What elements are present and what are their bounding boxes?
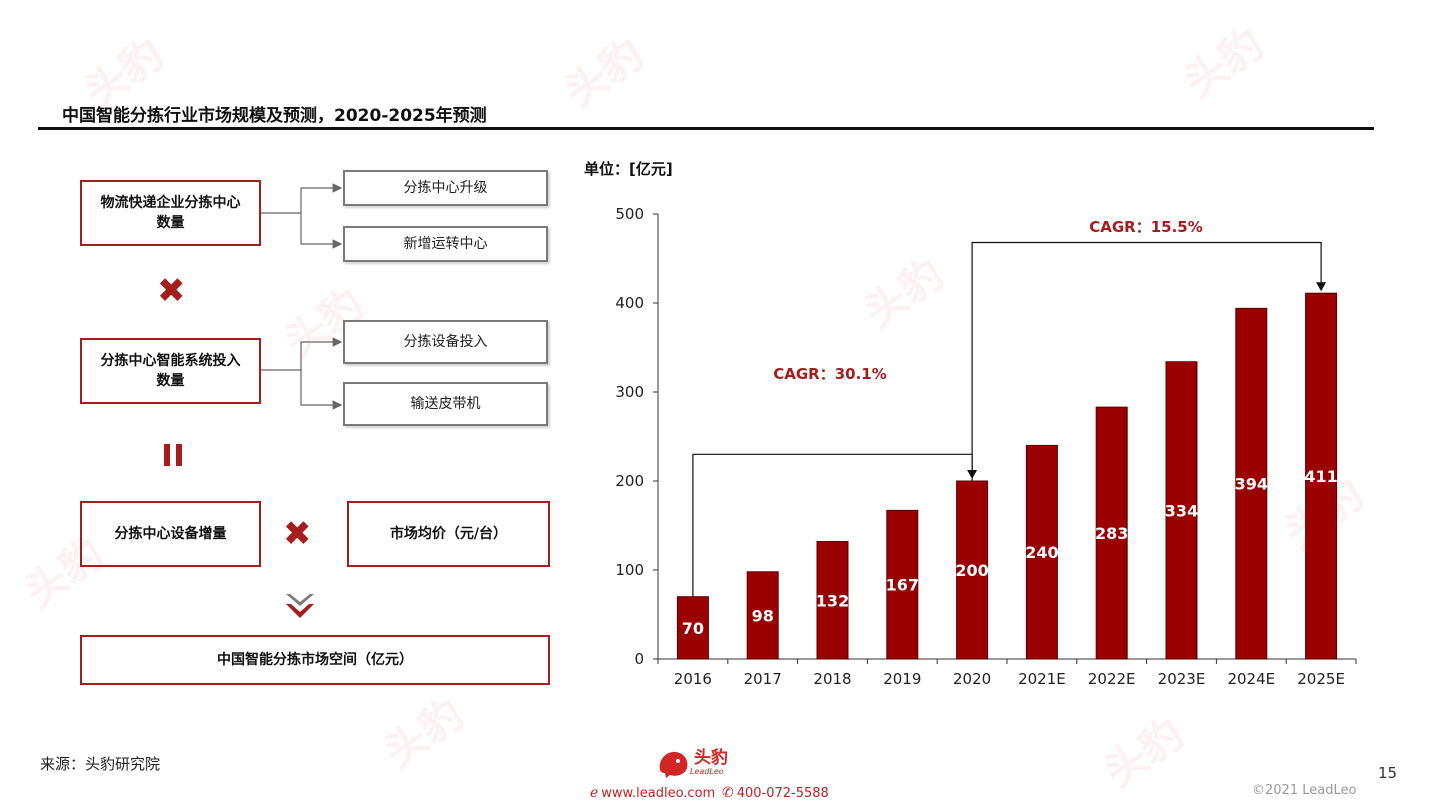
- market-space-box: 中国智能分拣市场空间（亿元）: [80, 635, 550, 685]
- bar: [746, 571, 779, 660]
- x-tick-label: 2016: [674, 670, 712, 688]
- logo-text: 头豹: [694, 748, 728, 768]
- bar: [1165, 361, 1198, 660]
- equals-icon: [164, 444, 182, 466]
- multiply-icon: ✖: [157, 271, 186, 311]
- market-avg-price-box: 市场均价（元/台）: [347, 501, 550, 567]
- cagr-arrowhead: [1316, 282, 1327, 292]
- market-avg-price-label: 市场均价（元/台）: [389, 526, 508, 542]
- page-number: 15: [1378, 764, 1398, 782]
- y-tick-label: 100: [615, 561, 644, 579]
- conveyor-belt-label: 输送皮带机: [410, 396, 481, 412]
- data-label: 98: [752, 606, 774, 625]
- data-label: 240: [1025, 543, 1058, 562]
- y-tick-label: 400: [615, 294, 644, 312]
- x-tick-label: 2024E: [1227, 670, 1275, 688]
- x-tick-label: 2022E: [1088, 670, 1136, 688]
- center-upgrade-label: 分拣中心升级: [403, 180, 488, 196]
- smart-system-input-label: 分拣中心智能系统投入数量: [100, 353, 241, 389]
- x-tick-label: 2023E: [1158, 670, 1206, 688]
- data-label: 70: [682, 619, 704, 638]
- website-link[interactable]: ℯ www.leadleo.com: [590, 785, 715, 801]
- data-label: 283: [1095, 524, 1128, 543]
- watermark: 头豹: [1175, 18, 1273, 108]
- unit-label: 单位：[亿元]: [584, 160, 673, 178]
- sorting-equipment-box: 分拣设备投入: [343, 320, 548, 364]
- watermark: 头豹: [1095, 708, 1193, 798]
- data-label: 132: [816, 591, 849, 610]
- leopard-logo-icon: [659, 751, 688, 778]
- leadleo-logo: 头豹 LeadLeo: [656, 748, 728, 778]
- data-label: 394: [1235, 475, 1268, 494]
- y-tick-label: 500: [615, 205, 644, 223]
- page-title: 中国智能分拣行业市场规模及预测，2020-2025年预测: [62, 106, 487, 126]
- x-tick-label: 2020: [953, 670, 991, 688]
- smart-system-input-box: 分拣中心智能系统投入数量: [80, 338, 261, 404]
- x-tick-label: 2017: [744, 670, 782, 688]
- cagr-bracket: [971, 241, 1322, 481]
- new-center-label: 新增运转中心: [403, 236, 488, 252]
- equipment-increment-box: 分拣中心设备增量: [80, 501, 261, 567]
- x-tick-label: 2025E: [1297, 670, 1345, 688]
- bar: [816, 541, 849, 660]
- equipment-increment-label: 分拣中心设备增量: [114, 526, 227, 542]
- market-size-chart: 0 100 200 300 400 500 2016 70 2017 98 2018 132 2019 1…: [615, 205, 1357, 688]
- bar: [1025, 444, 1058, 660]
- double-chevron-down-icon: [286, 594, 314, 618]
- copyright: ©2021 LeadLeo: [1252, 783, 1357, 798]
- sorting-center-count-box: 物流快递企业分拣中心数量: [80, 180, 261, 246]
- title-divider: [38, 127, 1374, 130]
- bar: [886, 509, 919, 660]
- phone-text: 400-072-5588: [736, 785, 829, 801]
- multiply-icon: ✖: [283, 514, 312, 554]
- logo-subtext: LeadLeo: [690, 767, 724, 776]
- bar: [1235, 307, 1268, 660]
- phone-contact[interactable]: ✆ 400-072-5588: [722, 785, 829, 801]
- data-label: 411: [1304, 467, 1337, 486]
- y-tick-label: 300: [615, 383, 644, 401]
- sorting-equipment-label: 分拣设备投入: [403, 334, 488, 350]
- bar: [956, 480, 989, 660]
- flow-connectors: [261, 183, 343, 410]
- bar: [1305, 292, 1338, 660]
- source-note: 来源：头豹研究院: [40, 755, 161, 773]
- bar: [1095, 406, 1128, 660]
- data-label: 167: [886, 576, 919, 595]
- center-upgrade-box: 分拣中心升级: [343, 170, 548, 206]
- y-tick-label: 200: [615, 472, 644, 490]
- y-tick-label: 0: [634, 650, 644, 668]
- new-center-box: 新增运转中心: [343, 226, 548, 262]
- x-tick-label: 2021E: [1018, 670, 1066, 688]
- data-label: 334: [1165, 501, 1198, 520]
- x-tick-label: 2019: [883, 670, 921, 688]
- x-tick-label: 2018: [813, 670, 851, 688]
- cagr-label: CAGR：30.1%: [773, 365, 887, 383]
- website-text: www.leadleo.com: [601, 785, 716, 801]
- data-label: 200: [955, 561, 988, 580]
- sorting-center-count-label: 物流快递企业分拣中心数量: [100, 195, 241, 231]
- conveyor-belt-box: 输送皮带机: [343, 382, 548, 426]
- cagr-label: CAGR：15.5%: [1089, 218, 1203, 236]
- market-space-label: 中国智能分拣市场空间（亿元）: [217, 652, 413, 668]
- web-icon: ℯ: [590, 785, 599, 801]
- phone-icon: ✆: [722, 785, 734, 801]
